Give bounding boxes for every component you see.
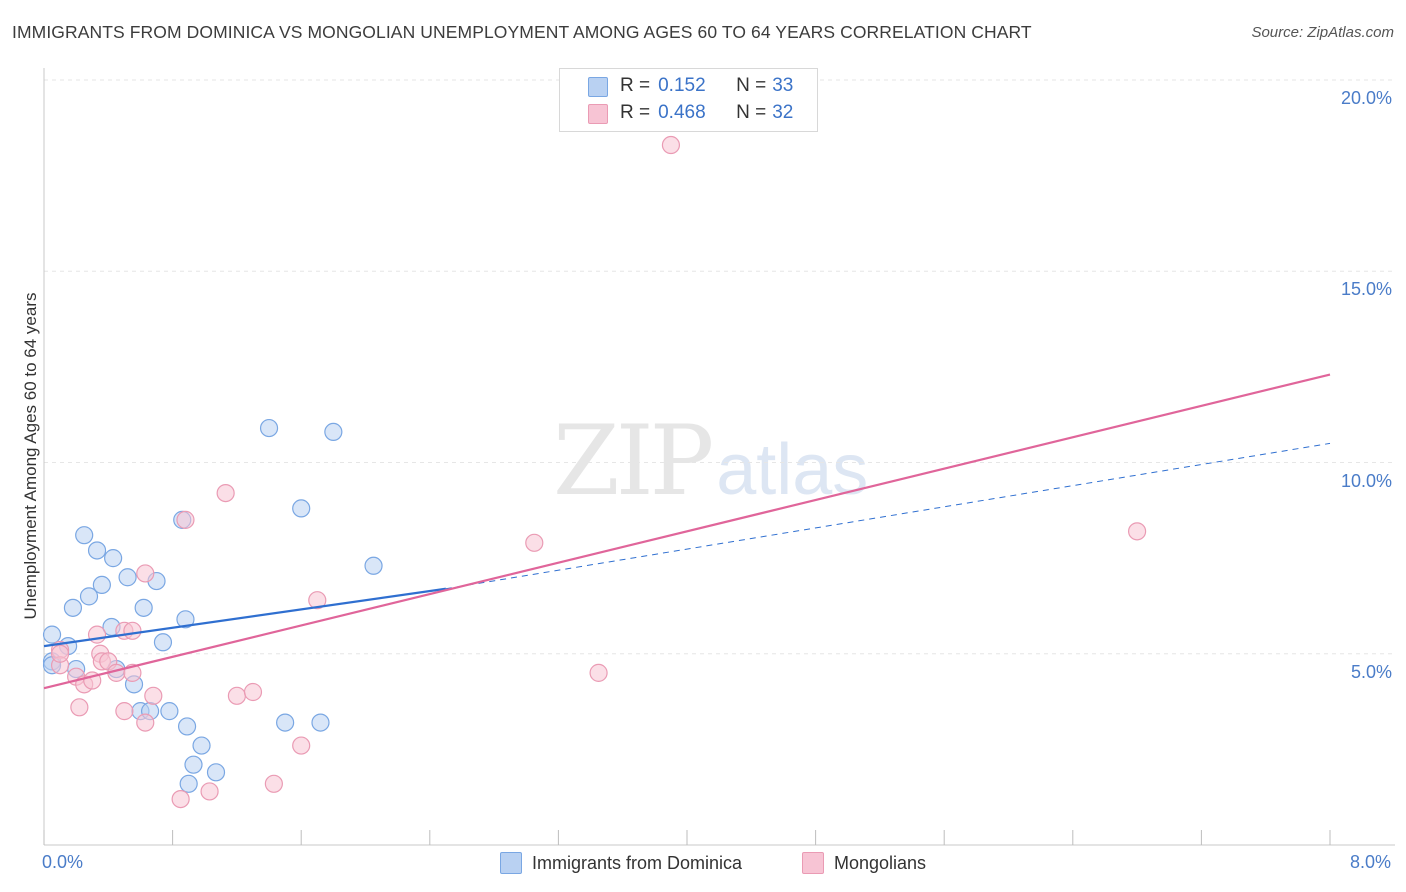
watermark-zip: ZIP — [553, 405, 714, 517]
legend-item-mongolians: Mongolians — [802, 852, 926, 874]
mongolian-point — [144, 686, 163, 705]
mongolian-point — [136, 564, 155, 583]
watermark: ZIPatlas — [553, 405, 868, 517]
dominica-point — [63, 598, 83, 617]
legend-n-label: N = — [736, 102, 767, 123]
dominica-point — [134, 598, 153, 617]
dominica-point — [324, 422, 343, 441]
y-axis-label: Unemployment Among Ages 60 to 64 years — [21, 292, 40, 620]
mongolian-trend-line — [43, 373, 1331, 690]
x-tick-label-max: 8.0% — [1350, 852, 1392, 872]
dominica-point — [206, 763, 226, 782]
mongolian-point — [589, 663, 608, 682]
mongolian-point — [200, 782, 219, 801]
dominica-trend-line — [43, 587, 447, 648]
dominica-point — [87, 541, 107, 560]
mongolian-point — [115, 702, 134, 721]
dominica-point — [118, 568, 137, 587]
dominica-point — [75, 526, 94, 545]
dominica-point — [92, 575, 111, 595]
legend-n-value: 32 — [772, 102, 794, 123]
legend-swatch-mongolians — [588, 104, 608, 124]
x-tick-label-min: 0.0% — [42, 852, 84, 872]
mongolian-point — [525, 533, 544, 552]
mongolian-point — [292, 736, 311, 755]
legend-row-dominica: R = 0.152 N = 33 — [620, 74, 793, 98]
dominica-point — [179, 774, 198, 793]
legend-r-value: 0.152 — [658, 75, 706, 96]
mongolian-point — [661, 135, 681, 155]
legend-swatch-dominica — [588, 77, 608, 97]
watermark-atlas: atlas — [716, 430, 869, 510]
legend-r-label: R = — [620, 75, 651, 96]
legend-r-value: 0.468 — [658, 102, 706, 123]
dominica-point — [276, 713, 295, 732]
legend-n-label: N = — [736, 75, 767, 96]
y-tick-label: 15.0% — [1340, 279, 1392, 300]
legend-swatch — [500, 852, 522, 874]
dominica-point — [292, 499, 311, 518]
dominica-point — [364, 556, 383, 575]
mongolian-point — [1127, 522, 1147, 541]
mongolian-point — [136, 713, 155, 732]
dominica-point — [104, 549, 123, 568]
chart-source: Source: ZipAtlas.com — [1251, 24, 1394, 41]
legend-row-mongolians: R = 0.468 N = 32 — [620, 101, 793, 125]
dominica-point — [79, 587, 99, 606]
mongolian-point — [87, 625, 107, 644]
mongolian-point — [176, 510, 195, 529]
mongolian-point — [264, 774, 283, 793]
mongolian-point — [243, 682, 263, 702]
dominica-point — [192, 736, 211, 755]
mongolian-point — [227, 686, 246, 705]
legend-label-mongolians: Mongolians — [834, 852, 927, 873]
y-tick-label: 10.0% — [1340, 470, 1392, 491]
dominica-point — [153, 633, 173, 652]
legend-label-dominica: Immigrants from Dominica — [532, 852, 743, 873]
legend-r-label: R = — [620, 102, 651, 123]
dominica-point — [311, 713, 330, 732]
mongolian-point — [308, 591, 327, 610]
dominica-point — [184, 755, 203, 774]
mongolian-point — [50, 644, 70, 663]
dominica-point — [42, 625, 62, 644]
legend-n-value: 33 — [772, 75, 794, 96]
legend-item-dominica: Immigrants from Dominica — [500, 852, 742, 874]
dominica-point — [177, 717, 197, 736]
mongolian-point — [123, 621, 142, 640]
dominica-point — [259, 418, 279, 438]
chart-title: IMMIGRANTS FROM DOMINICA VS MONGOLIAN UN… — [12, 22, 1032, 42]
series-legend: Immigrants from Dominica Mongolians — [0, 852, 1406, 878]
correlation-legend: R = 0.152 N = 33 R = 0.468 N = 32 — [559, 68, 818, 132]
dominica-trend-extension — [445, 442, 1331, 590]
mongolian-point — [171, 789, 190, 809]
y-tick-label: 5.0% — [1350, 661, 1392, 682]
legend-swatch — [802, 852, 824, 874]
mongolian-point — [70, 698, 89, 717]
dominica-point — [176, 610, 195, 629]
mongolian-point — [216, 484, 235, 503]
dominica-point — [160, 702, 179, 721]
y-tick-label: 20.0% — [1340, 88, 1392, 108]
